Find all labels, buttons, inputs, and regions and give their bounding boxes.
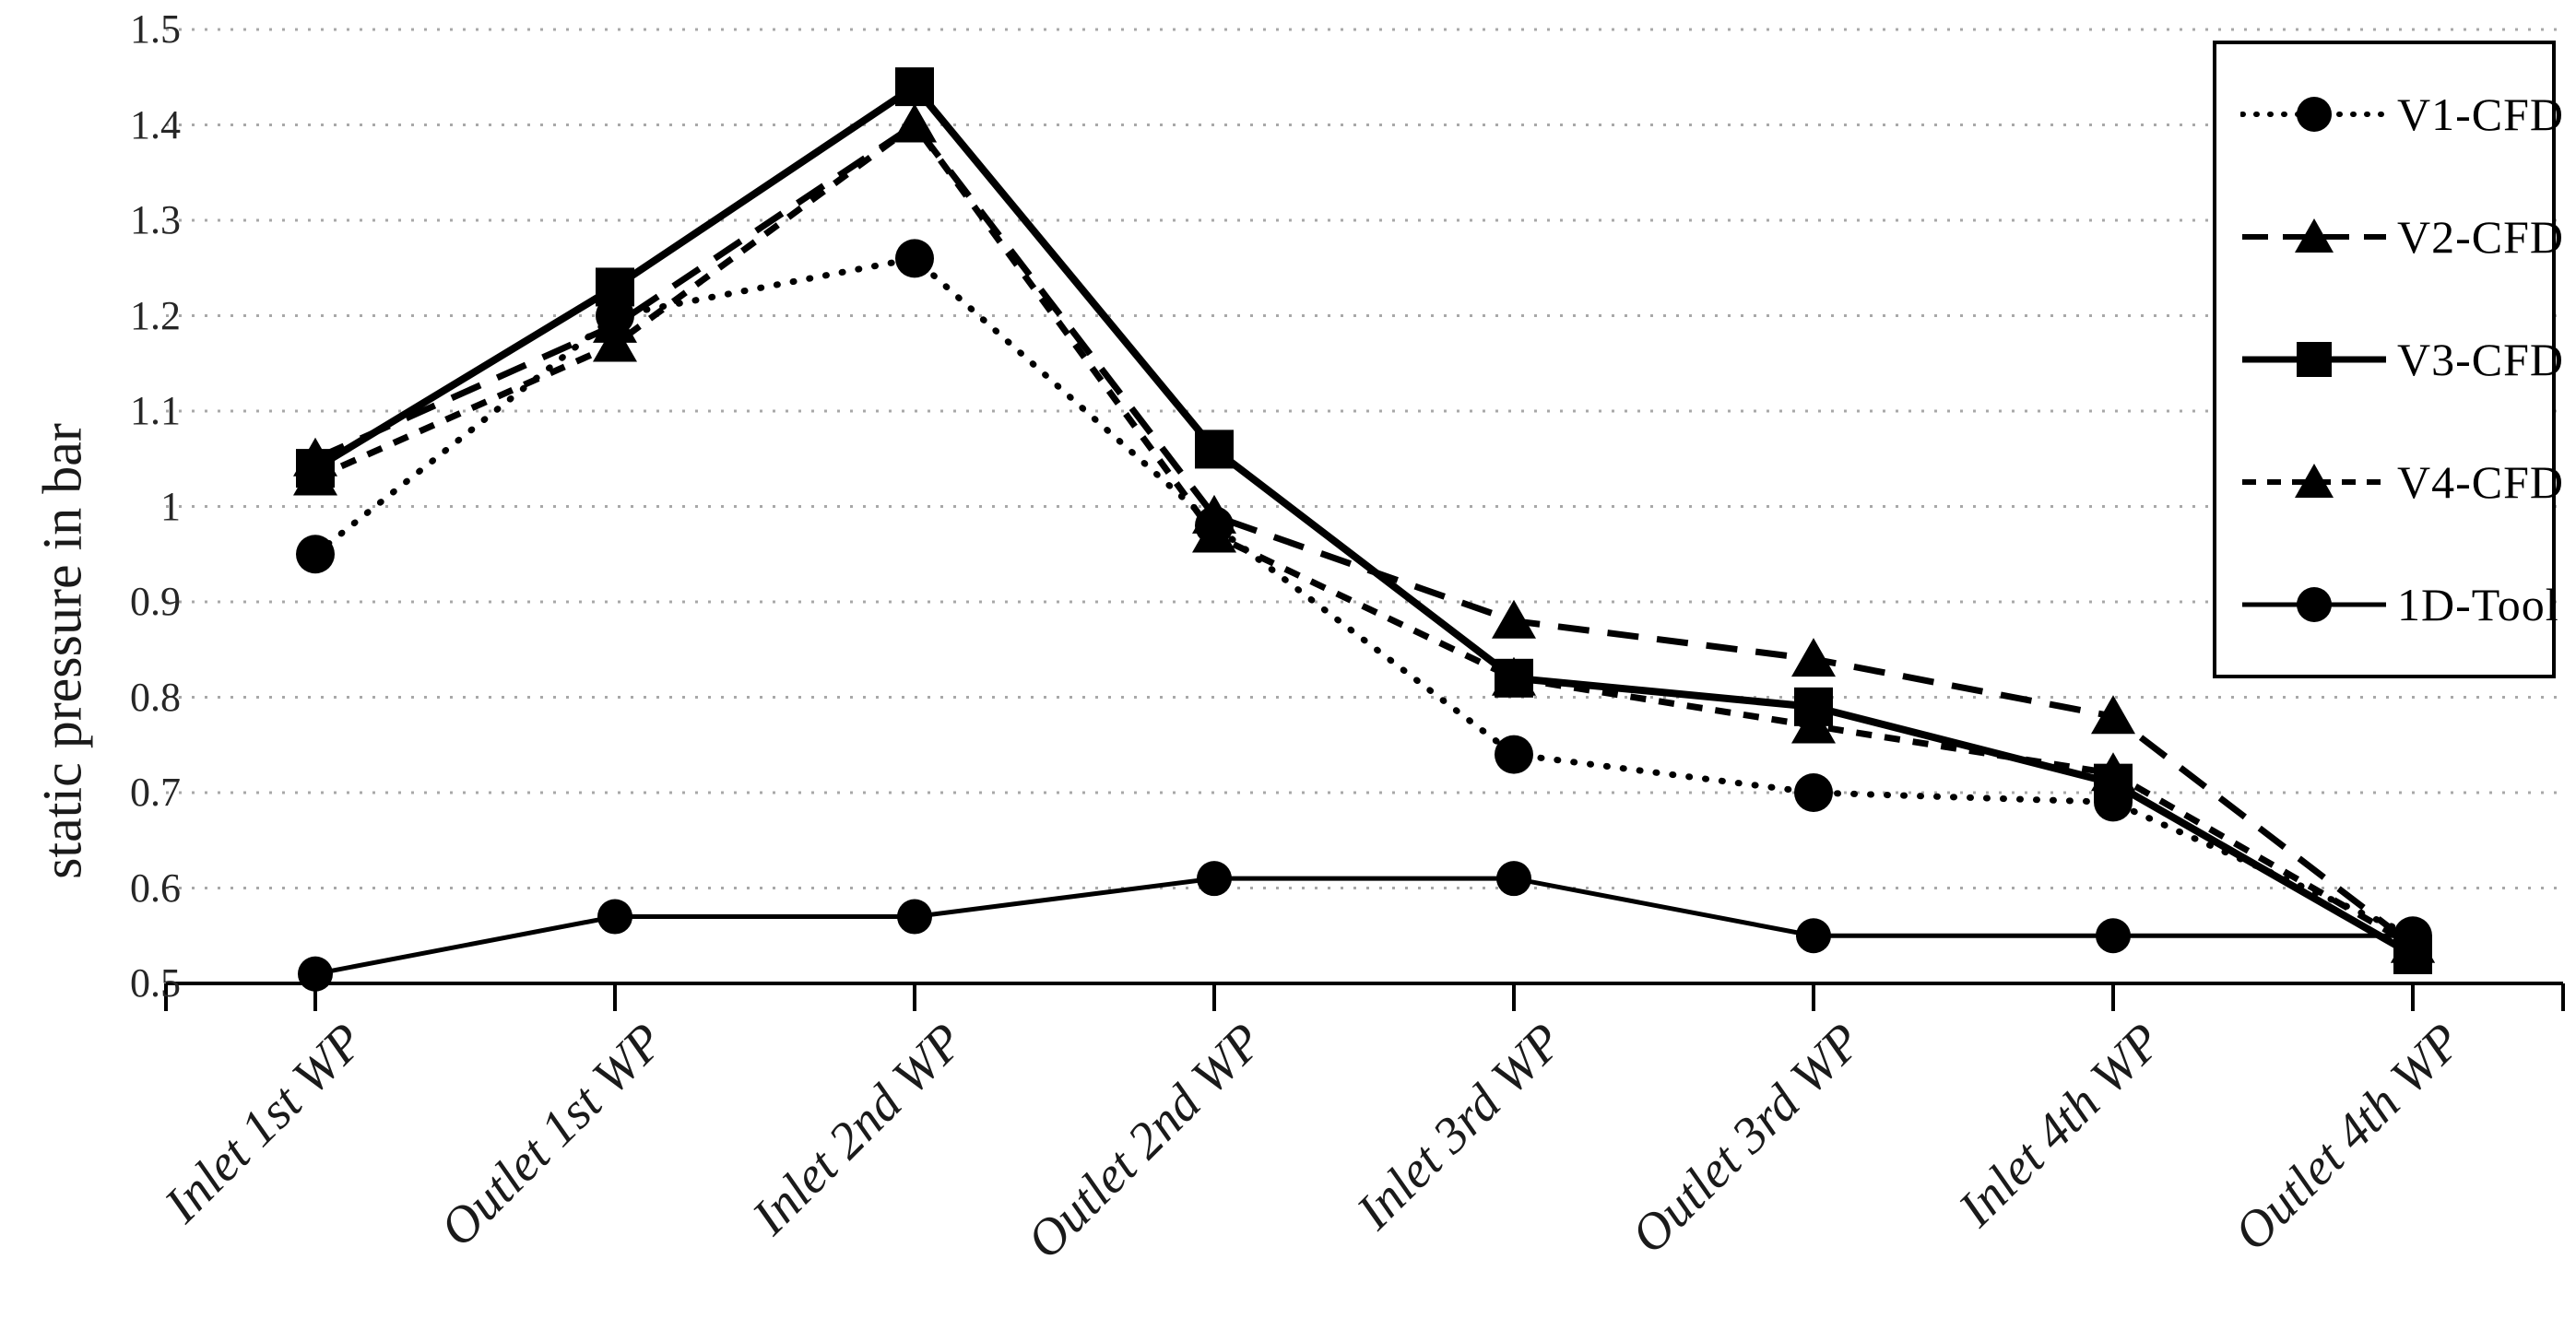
series-markers [293, 67, 2435, 992]
y-tick-label: 0.9 [130, 579, 181, 624]
circle-marker-icon [2240, 97, 2388, 133]
y-tick-label: 1.3 [130, 197, 181, 242]
legend-label: V3-CFD [2397, 333, 2565, 385]
square-marker-icon [2242, 341, 2386, 377]
y-tick-label: 0.8 [130, 674, 181, 720]
legend-item-v1-cfd: V1-CFD [2240, 88, 2563, 141]
y-tick-label: 1.2 [130, 292, 181, 338]
legend: V1-CFD V2-CFD V3-CFD V4-CFD 1D-Tool [2213, 41, 2563, 678]
legend-label: V1-CFD [2397, 88, 2565, 141]
gridlines [166, 28, 2563, 889]
legend-item-v3-cfd: V3-CFD [2240, 333, 2563, 386]
legend-item-v2-cfd: V2-CFD [2240, 210, 2563, 264]
legend-label: 1D-Tool [2397, 578, 2559, 630]
y-tick-label: 1.4 [130, 101, 181, 147]
legend-label: V2-CFD [2397, 211, 2565, 264]
triangle-marker-icon [2242, 463, 2386, 498]
x-axis-line [164, 982, 2565, 1011]
legend-item-v4-cfd: V4-CFD [2240, 455, 2563, 509]
y-tick-label: 1.5 [130, 6, 181, 52]
y-tick-label: 0.7 [130, 770, 181, 815]
y-tick-label: 0.5 [130, 960, 181, 1006]
y-tick-label: 0.6 [130, 865, 181, 911]
triangle-marker-icon [2242, 218, 2386, 253]
y-tick-label: 1 [160, 483, 181, 529]
circle-marker-icon [2242, 586, 2386, 622]
y-tick-label: 1.1 [130, 388, 181, 433]
legend-item-1d-tool: 1D-Tool [2240, 578, 2558, 631]
y-axis-title: static pressure in bar [31, 423, 93, 879]
legend-label: V4-CFD [2397, 455, 2565, 508]
series-lines [312, 83, 2416, 977]
